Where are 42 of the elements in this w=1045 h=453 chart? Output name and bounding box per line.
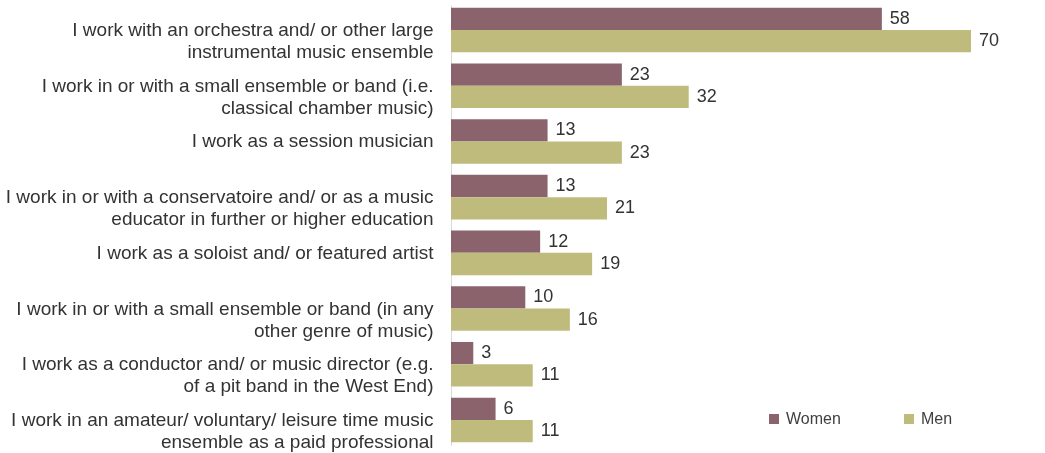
data-label: 6 [503, 397, 514, 418]
bar [451, 63, 622, 86]
data-label: 3 [481, 342, 492, 363]
bar [451, 252, 593, 276]
bar [451, 397, 496, 420]
y-tick-label: I work in an amateur/ voluntary/ leisure time music ensemble as a paid professional [11, 408, 434, 452]
data-label: 13 [555, 175, 576, 196]
data-label: 23 [629, 141, 650, 162]
bar [451, 85, 689, 109]
bar [451, 341, 474, 365]
data-label: 32 [696, 85, 717, 106]
y-tick-label: I work as a conductor and/ or music director (e.g. of a pit band in the West End) [21, 353, 434, 397]
data-label: 10 [533, 286, 554, 307]
bar [451, 419, 533, 443]
legend-label: Men [921, 410, 953, 427]
data-label: 21 [615, 197, 636, 218]
data-label: 11 [540, 420, 560, 441]
data-label: 16 [577, 308, 598, 329]
bar [451, 7, 882, 31]
data-label: 13 [555, 119, 576, 140]
y-tick-label: I work with an orchestra and/ or other large instrumental music ensemble [72, 19, 434, 63]
y-tick-label: I work in or with a small ensemble or band (in any other genre of music) [16, 297, 434, 341]
data-label: 11 [540, 364, 560, 385]
data-label: 19 [600, 252, 621, 273]
bar [451, 197, 607, 220]
data-label: 58 [889, 7, 910, 28]
bar [451, 30, 971, 53]
bar [451, 286, 526, 309]
y-tick-label: I work in or with a small ensemble or band (i.e. classical chamber music) [41, 74, 434, 118]
data-label: 70 [979, 30, 1000, 51]
y-tick-label: I work as a soloist and/ or featured artist [96, 241, 435, 263]
data-label: 23 [629, 63, 650, 84]
bar [451, 308, 570, 331]
legend-label: Women [786, 410, 841, 427]
bar [451, 364, 533, 387]
data-label: 12 [548, 230, 569, 251]
bar [451, 119, 548, 142]
y-tick-label: I work in or with a conservatoire and/ or as a music educator in further or higher education [5, 186, 434, 230]
bar [451, 174, 548, 198]
bar [451, 141, 622, 164]
bar [451, 230, 541, 253]
y-tick-label: I work as a session musician [191, 130, 434, 152]
